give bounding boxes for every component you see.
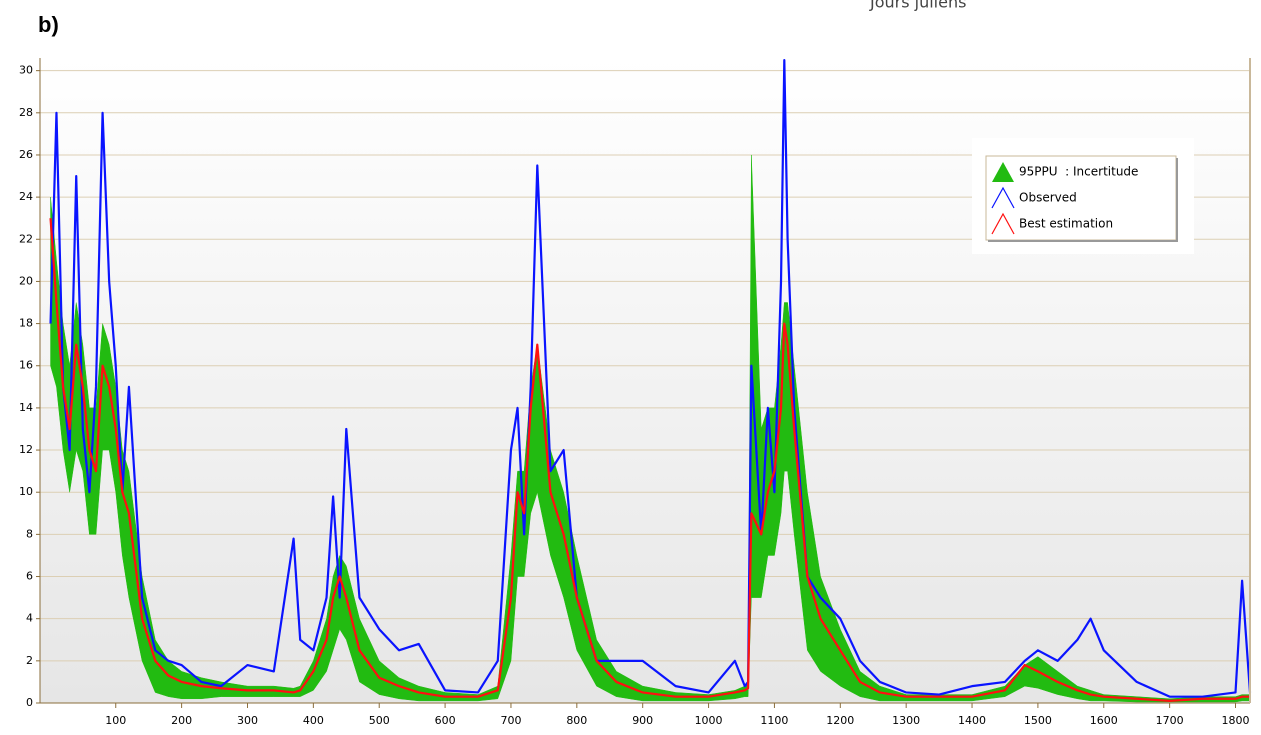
- y-tick-label: 26: [19, 148, 33, 161]
- x-tick-label: 1400: [958, 714, 986, 727]
- axis-title: Jours juliens: [869, 0, 966, 12]
- y-tick-label: 18: [19, 317, 33, 330]
- legend-swatch: [991, 212, 1015, 235]
- grid: [36, 70, 1250, 708]
- y-tick-label: 28: [19, 106, 33, 119]
- x-tick-label: 100: [105, 714, 126, 727]
- x-tick-label: 1000: [695, 714, 723, 727]
- x-tick-label: 1600: [1090, 714, 1118, 727]
- legend: 95PPU : Incertitude Observed Best estimati…: [972, 138, 1194, 254]
- legend-frame: [985, 155, 1177, 241]
- x-tick-label: 1700: [1156, 714, 1184, 727]
- x-tick-label: 200: [171, 714, 192, 727]
- legend-swatch: [992, 162, 1014, 182]
- y-tick-label: 6: [26, 570, 33, 583]
- x-tick-label: 1200: [826, 714, 854, 727]
- y-tick-label: 0: [26, 696, 33, 709]
- x-tick-label: 1100: [760, 714, 788, 727]
- y-tick-label: 2: [26, 654, 33, 667]
- y-tick-label: 8: [26, 527, 33, 540]
- series-line: [49, 218, 1250, 702]
- legend-label: Observed: [1019, 191, 1077, 205]
- y-tick-label: 30: [19, 64, 33, 77]
- x-tick-label: 900: [632, 714, 653, 727]
- x-tick-label: 1500: [1024, 714, 1052, 727]
- x-tick-label: 1800: [1222, 714, 1250, 727]
- y-tick-label: 4: [26, 612, 33, 625]
- panel-label: b): [38, 12, 59, 37]
- y-tick-label: 14: [19, 401, 33, 414]
- y-tick-label: 24: [19, 190, 33, 203]
- series-line: [49, 59, 1252, 698]
- x-tick-label: 700: [500, 714, 521, 727]
- x-tick-label: 400: [303, 714, 324, 727]
- y-tick-label: 22: [19, 232, 33, 245]
- x-tick-label: 1300: [892, 714, 920, 727]
- y-tick-label: 20: [19, 274, 33, 287]
- x-tick-label: 600: [435, 714, 456, 727]
- legend-label: Best estimation: [1019, 217, 1113, 231]
- y-tick-label: 10: [19, 485, 33, 498]
- x-tick-label: 800: [566, 714, 587, 727]
- y-tick-label: 16: [19, 359, 33, 372]
- x-tick-label: 300: [237, 714, 258, 727]
- legend-swatch: [991, 186, 1015, 209]
- legend-label: 95PPU : Incertitude: [1019, 165, 1138, 179]
- y-tick-label: 12: [19, 443, 33, 456]
- x-tick-label: 500: [369, 714, 390, 727]
